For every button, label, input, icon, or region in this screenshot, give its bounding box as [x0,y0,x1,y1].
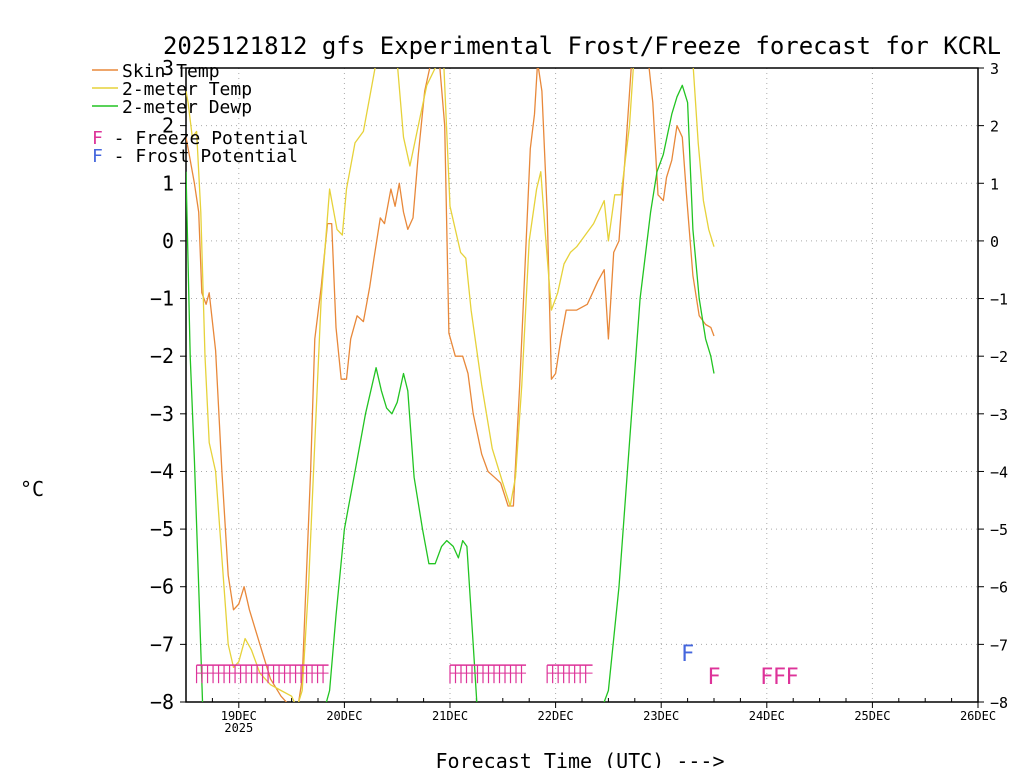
y-tick-label-right: 3 [990,60,999,78]
x-tick-label: 25DEC [854,709,890,723]
y-axis-label: °C [20,477,44,501]
legend-label: 2-meter Temp [122,79,252,100]
legend-label: 2-meter Dewp [122,97,252,118]
frost-marker: F [681,642,694,667]
y-tick-label-right: −2 [990,348,1008,366]
y-tick-label: −6 [150,575,174,599]
x-axis-label: Forecast Time (UTC) ---> [436,749,725,768]
x-tick-label: 22DEC [538,709,574,723]
y-tick-label: 0 [162,229,174,253]
annotation-legend-entry: F - Freeze Potential [92,128,309,149]
x-tick-label: 24DEC [749,709,785,723]
y-tick-label: −2 [150,344,174,368]
x-tick-label: 21DEC [432,709,468,723]
y-tick-label: −4 [150,459,174,483]
freeze-marker: F [786,665,799,690]
series-line-2-meter-dewp [186,84,715,702]
series-line-skin-temp [186,68,715,702]
annotation-legend-letter: F [92,128,103,149]
marker-layer: FF F F F [195,642,799,690]
y-tick-label-right: 2 [990,118,999,136]
y-tick-label-right: −5 [990,521,1008,539]
y-tick-label: −8 [150,690,174,714]
series-line-2-meter-temp [186,68,715,702]
y-tick-label-right: 0 [990,233,999,251]
legend-label: Skin Temp [122,61,220,82]
y-tick-label: −5 [150,517,174,541]
y-tick-label-right: 1 [990,175,999,193]
chart-title: 2025121812 gfs Experimental Frost/Freeze… [163,32,1001,60]
x-tick-label: 26DEC [960,709,996,723]
y-tick-label-right: −1 [990,291,1008,309]
freeze-marker: F [773,665,786,690]
y-tick-label: 1 [162,171,174,195]
annotation-legend-entry: F - Frost Potential [92,146,298,167]
annotation-legend-text: - Freeze Potential [103,128,309,149]
y-tick-label: −1 [150,287,174,311]
axes: −8 −8 −7 −7 −6 −6 −5 −5 −4 −4 −3 −3 −2 −2 −1 −1 0 0 1 1 2 2 3 3… [150,56,1008,735]
y-tick-label-right: −3 [990,406,1008,424]
y-tick-label-right: −4 [990,463,1008,481]
y-tick-label-right: −7 [990,636,1008,654]
y-tick-label: 3 [162,56,174,80]
x-tick-label: 23DEC [643,709,679,723]
y-tick-label-right: −8 [990,694,1008,712]
y-tick-label: −7 [150,632,174,656]
gridlines [186,68,978,702]
plot-frame [185,67,979,703]
y-tick-label: 2 [162,114,174,138]
y-tick-label-right: −6 [990,579,1008,597]
annotation-legend-text: - Frost Potential [103,146,298,167]
x-tick-label: 20DEC [326,709,362,723]
freeze-marker: F [760,665,773,690]
x-tick-label: 19DEC [221,709,257,723]
freeze-marker: F [707,665,720,690]
series-layer [186,68,715,702]
y-tick-label: −3 [150,402,174,426]
annotation-legend-letter: F [92,146,103,167]
x-tick-sublabel: 2025 [224,721,253,735]
